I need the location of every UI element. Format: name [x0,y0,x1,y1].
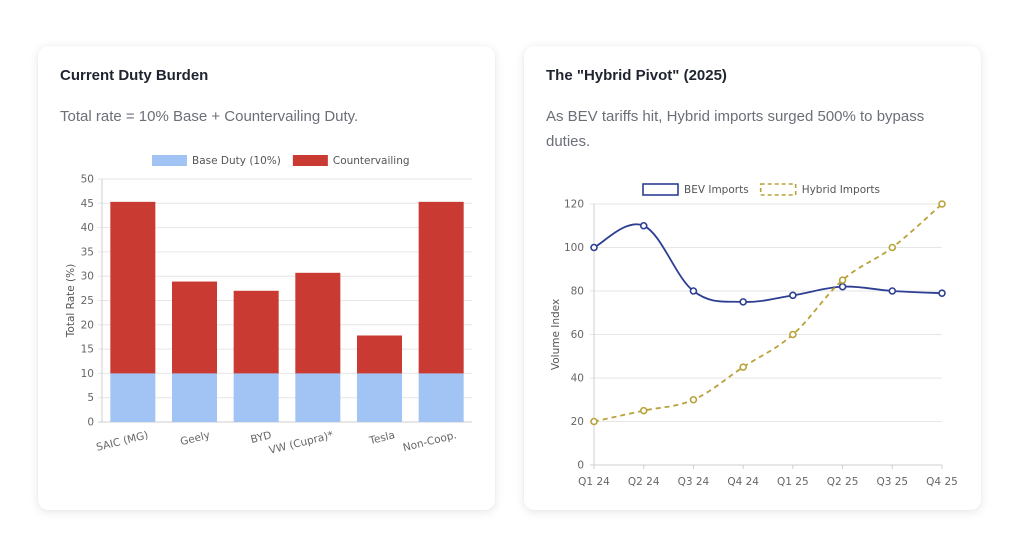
legend-swatch [642,183,679,196]
x-tick-label: Tesla [367,429,396,447]
data-point [938,289,946,297]
x-tick-label: SAIC (MG) [95,429,150,454]
legend-swatch [759,183,797,196]
x-tick-label: VW (Cupra)* [268,429,335,457]
y-tick-label: 45 [81,198,94,210]
duty-burden-card: Current Duty Burden Total rate = 10% Bas… [38,46,495,510]
data-point [739,298,747,306]
bar-segment [171,373,218,422]
bar-segment [233,290,279,374]
data-point [689,287,698,295]
y-tick-label: 30 [81,271,94,283]
data-point [590,417,598,426]
legend-swatch [152,155,187,166]
x-tick-label: Q3 25 [876,476,908,488]
y-axis-title: Total Rate (%) [65,264,77,338]
y-tick-label: 40 [81,222,94,234]
series-line [593,203,943,423]
bar-segment [356,335,403,374]
data-point [590,243,598,252]
bar-segment [171,281,218,374]
bar-segment [356,373,403,422]
y-tick-label: 40 [571,373,584,385]
imports-line-chart: 0 20 40 60 80 100 120 Q1 24 Q2 24 Q3 24 Q4 24 Q1 25… [550,183,958,488]
data-point [789,291,797,300]
duty-bar-chart: 0 5 10 15 20 25 30 35 40 45 50 SAIC (MG) Geely BYDVW … [65,155,472,457]
x-tick-label: Q1 25 [777,476,809,488]
y-tick-label: 25 [81,295,94,307]
hybrid-pivot-subtitle: As BEV tariffs hit, Hybrid imports surge… [546,108,925,150]
duty-burden-title: Current Duty Burden [60,67,209,84]
y-tick-label: 100 [564,242,584,254]
bar-segment [110,373,156,422]
y-tick-label: 35 [81,246,94,258]
data-point [838,276,847,284]
series-line [593,223,943,303]
data-point [689,395,698,404]
y-tick-label: 10 [81,368,94,380]
y-tick-label: 20 [571,416,584,428]
duty-burden-subtitle: Total rate = 10% Base + Countervailing D… [60,108,359,125]
y-tick-label: 5 [87,392,94,404]
data-point [888,287,897,295]
x-tick-label: Q2 24 [628,476,660,488]
bar-segment [110,201,156,374]
data-point [888,243,897,252]
y-tick-label: 20 [81,319,94,331]
y-axis-title: Volume Index [550,299,562,370]
x-tick-label: Q1 24 [578,476,610,488]
x-tick-label: Q4 25 [926,476,958,488]
x-tick-label: BYD [249,429,272,446]
data-point [838,282,847,291]
y-tick-label: 120 [564,199,584,211]
y-tick-label: 80 [571,286,584,298]
y-tick-label: 60 [571,329,584,341]
bar-segment [295,373,341,422]
x-tick-label: Geely [179,429,211,448]
data-point [639,406,648,415]
hybrid-pivot-card: The "Hybrid Pivot" (2025) As BEV tariffs… [524,46,981,510]
y-tick-label: 0 [577,460,584,472]
x-tick-label: Q4 24 [727,476,759,488]
bar-segment [418,201,464,374]
data-point [739,363,747,371]
bar-segment [418,373,464,422]
x-tick-label: Non-Coop. [402,429,458,454]
data-point [938,200,946,208]
legend-label: BEV Imports [684,184,749,196]
legend-label: Base Duty (10%) [192,155,281,167]
y-tick-label: 15 [81,344,94,356]
legend-label: Hybrid Imports [802,184,880,196]
y-tick-label: 50 [81,174,94,186]
bar-segment [295,272,341,374]
x-tick-label: Q3 24 [678,476,710,488]
x-tick-label: Q2 25 [827,476,859,488]
hybrid-pivot-title: The "Hybrid Pivot" (2025) [546,67,727,84]
bar-segment [233,373,279,422]
legend-label: Countervailing [333,155,410,167]
data-point [639,221,648,230]
y-tick-label: 0 [87,417,94,429]
legend-swatch [292,155,328,166]
data-point [789,330,797,339]
